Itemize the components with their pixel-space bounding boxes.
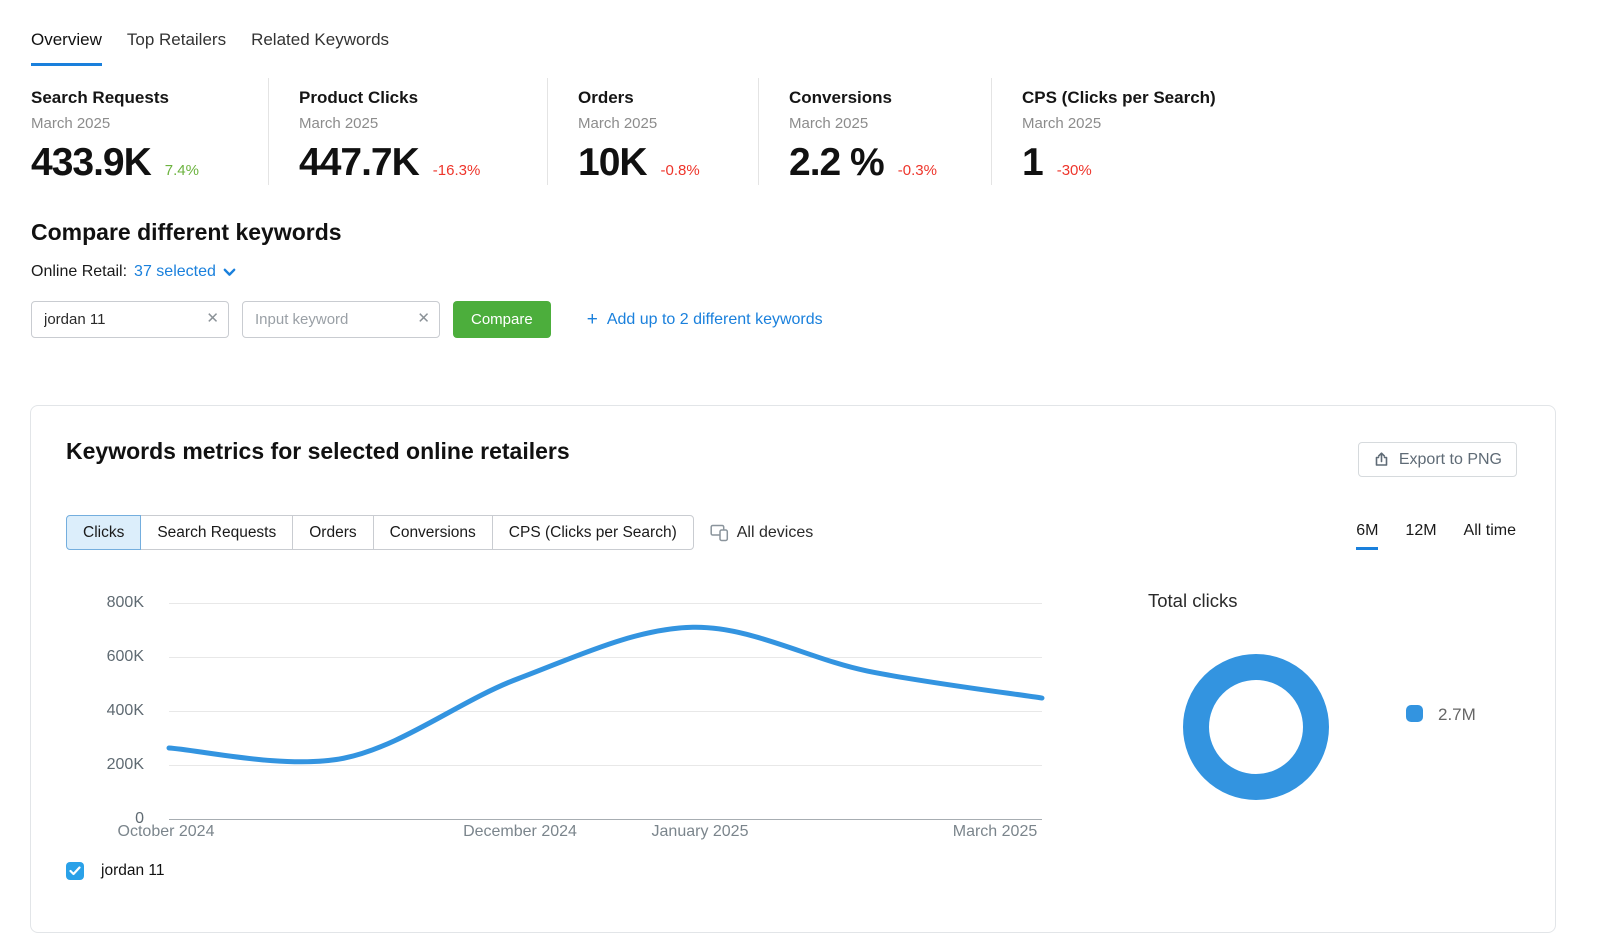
compare-section: Compare different keywords Online Retail… xyxy=(31,219,1600,338)
metric-period: March 2025 xyxy=(1022,115,1102,132)
metric-period: March 2025 xyxy=(578,115,658,132)
seg-conversions[interactable]: Conversions xyxy=(372,515,493,550)
seg-clicks[interactable]: Clicks xyxy=(66,515,142,550)
panel-title: Keywords metrics for selected online ret… xyxy=(66,438,570,464)
export-icon xyxy=(1375,452,1388,466)
add-keyword-link[interactable]: + Add up to 2 different keywords xyxy=(586,308,823,330)
seg-cps[interactable]: CPS (Clicks per Search) xyxy=(491,515,694,550)
keyword-input-1[interactable] xyxy=(31,301,229,338)
y-tick-600k: 600K xyxy=(106,648,144,665)
gridline-800k xyxy=(169,603,1042,604)
export-label: Export to PNG xyxy=(1398,450,1502,468)
metric-value: 447.7K xyxy=(299,141,420,184)
page-tabs: Overview Top Retailers Related Keywords xyxy=(0,0,1600,66)
metric-period: March 2025 xyxy=(789,115,869,132)
gridline-zero xyxy=(169,819,1042,820)
series-label: jordan 11 xyxy=(101,862,165,879)
metric-delta: -16.3% xyxy=(432,162,481,179)
metric-card-cps: CPS (Clicks per Search) March 2025 1 -30… xyxy=(991,78,1216,185)
clicks-line-chart[interactable] xyxy=(166,571,1045,819)
gridline-200k xyxy=(169,765,1042,766)
donut-ring xyxy=(1183,654,1329,800)
metric-title: CPS (Clicks per Search) xyxy=(1022,88,1216,107)
metric-delta: -30% xyxy=(1056,162,1092,179)
total-clicks-donut[interactable] xyxy=(1176,647,1336,807)
plus-icon: + xyxy=(586,308,598,330)
metric-value: 433.9K xyxy=(31,141,152,184)
checkbox-checked-icon[interactable] xyxy=(66,862,84,880)
gridline-400k xyxy=(169,711,1042,712)
metric-card-search-requests: Search Requests March 2025 433.9K 7.4% xyxy=(31,78,268,185)
seg-search-requests[interactable]: Search Requests xyxy=(140,515,294,550)
metric-delta: -0.8% xyxy=(660,162,700,179)
metric-segmented-control: Clicks Search Requests Orders Conversion… xyxy=(66,515,694,550)
seg-orders[interactable]: Orders xyxy=(292,515,374,550)
metric-title: Search Requests xyxy=(31,88,169,107)
all-devices-label: All devices xyxy=(736,523,814,541)
metric-period: March 2025 xyxy=(31,115,111,132)
x-tick-january: January 2025 xyxy=(651,823,749,840)
clicks-trend-line xyxy=(166,624,1045,765)
series-toggle-jordan-11[interactable]: jordan 11 xyxy=(66,862,164,880)
all-devices-selector[interactable]: All devices xyxy=(710,523,813,542)
metric-title: Orders xyxy=(578,88,634,107)
keywords-metrics-panel: Keywords metrics for selected online ret… xyxy=(30,405,1556,933)
metric-title: Conversions xyxy=(789,88,892,107)
metric-value: 10K xyxy=(578,141,648,184)
y-tick-800k: 800K xyxy=(106,594,144,611)
retailer-filter-dropdown[interactable]: 37 selected xyxy=(134,263,236,281)
y-tick-400k: 400K xyxy=(106,702,144,719)
metric-period: March 2025 xyxy=(299,115,379,132)
tab-overview[interactable]: Overview xyxy=(31,30,102,66)
export-to-png-button[interactable]: Export to PNG xyxy=(1357,442,1517,477)
metric-value: 2.2 % xyxy=(789,141,885,184)
metric-card-product-clicks: Product Clicks March 2025 447.7K -16.3% xyxy=(268,78,547,185)
metrics-row: Search Requests March 2025 433.9K 7.4% P… xyxy=(31,78,1600,185)
compare-heading: Compare different keywords xyxy=(31,219,342,245)
donut-title: Total clicks xyxy=(1148,590,1238,611)
range-12m[interactable]: 12M xyxy=(1405,522,1437,539)
chevron-down-icon xyxy=(223,268,236,276)
clear-keyword-1-icon[interactable]: ✕ xyxy=(206,310,219,327)
y-tick-0: 0 xyxy=(135,810,144,827)
clear-keyword-2-icon[interactable]: ✕ xyxy=(417,310,430,327)
x-tick-october: October 2024 xyxy=(117,823,215,840)
y-tick-200k: 200K xyxy=(106,756,144,773)
metric-delta: -0.3% xyxy=(897,162,937,179)
range-6m[interactable]: 6M xyxy=(1356,522,1379,550)
keyword-input-2-wrap: ✕ xyxy=(242,301,440,338)
x-tick-december: December 2024 xyxy=(463,823,577,840)
metric-title: Product Clicks xyxy=(299,88,419,107)
donut-legend-swatch xyxy=(1406,705,1423,722)
donut-legend-value: 2.7M xyxy=(1438,705,1476,724)
range-all-time[interactable]: All time xyxy=(1463,522,1516,539)
metric-delta: 7.4% xyxy=(164,162,199,179)
keyword-input-1-wrap: ✕ xyxy=(31,301,229,338)
x-tick-march: March 2025 xyxy=(952,823,1038,840)
tab-top-retailers[interactable]: Top Retailers xyxy=(126,30,227,49)
time-range-selector: 6M 12M All time xyxy=(1356,522,1516,550)
checkmark-icon xyxy=(69,866,81,876)
add-keyword-label: Add up to 2 different keywords xyxy=(606,310,823,328)
keyword-input-2[interactable] xyxy=(242,301,440,338)
retailer-filter-label: Online Retail: xyxy=(31,263,128,280)
metric-card-conversions: Conversions March 2025 2.2 % -0.3% xyxy=(758,78,991,185)
tab-related-keywords[interactable]: Related Keywords xyxy=(251,30,390,49)
compare-button[interactable]: Compare xyxy=(453,301,551,338)
metric-card-orders: Orders March 2025 10K -0.8% xyxy=(547,78,758,185)
gridline-600k xyxy=(169,657,1042,658)
retailer-filter-value: 37 selected xyxy=(134,263,216,280)
metric-value: 1 xyxy=(1022,141,1044,184)
devices-icon xyxy=(710,524,728,542)
